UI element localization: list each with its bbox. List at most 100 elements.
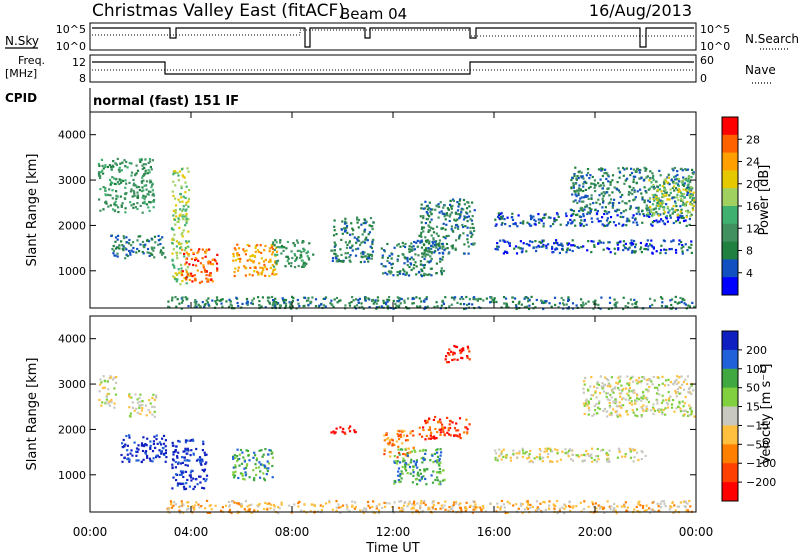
echo-cell (406, 260, 409, 263)
echo-cell (686, 191, 690, 194)
echo-cell (688, 499, 691, 503)
echo-cell (620, 392, 623, 395)
echo-cell (276, 253, 279, 256)
y-tick-label: 3000 (58, 174, 86, 187)
echo-cell (472, 508, 475, 511)
echo-cell (172, 453, 175, 456)
echo-cell (568, 449, 571, 452)
echo-cell (177, 217, 180, 220)
echo-cell (269, 260, 272, 263)
echo-cell (628, 388, 631, 391)
echo-cell (131, 401, 134, 404)
echo-cell (367, 297, 370, 300)
echo-cell (430, 218, 433, 221)
echo-cell (97, 162, 100, 166)
echo-cell (286, 240, 289, 244)
echo-cell (536, 506, 539, 509)
echo-cell (271, 464, 274, 468)
colorbar-segment (722, 349, 738, 370)
echo-cell (603, 224, 606, 228)
echo-cell (142, 252, 145, 255)
echo-cell (185, 241, 188, 244)
echo-cell (201, 460, 204, 463)
echo-cell (539, 218, 542, 221)
echo-cell (290, 250, 293, 253)
nsearch-tick-top: 10^5 (700, 23, 730, 36)
echo-cell (622, 166, 625, 170)
echo-cell (195, 300, 198, 303)
echo-cell (343, 230, 347, 233)
echo-cell (449, 199, 452, 202)
echo-cell (187, 507, 190, 510)
echo-cell (515, 503, 518, 506)
echo-cell (544, 508, 547, 511)
echo-cell (435, 225, 439, 228)
echo-cell (678, 402, 681, 405)
echo-cell (688, 186, 691, 189)
echo-cell (580, 176, 583, 179)
echo-cell (508, 244, 511, 247)
echo-cell (442, 427, 445, 430)
echo-cell (655, 196, 658, 199)
echo-cell (370, 254, 374, 257)
echo-cell (477, 306, 480, 309)
colorbar-segment (722, 425, 738, 445)
echo-cell (670, 303, 673, 307)
echo-cell (99, 176, 102, 180)
echo-cell (209, 504, 212, 507)
echo-cell (433, 243, 436, 247)
echo-cell (335, 296, 339, 300)
echo-cell (181, 502, 184, 505)
echo-cell (185, 261, 188, 264)
echo-cell (398, 430, 401, 433)
echo-cell (544, 213, 547, 216)
echo-cell (689, 190, 692, 193)
echo-cell (412, 267, 415, 270)
echo-cell (207, 262, 210, 265)
echo-cell (616, 414, 619, 417)
echo-cell (209, 274, 212, 277)
echo-cell (360, 223, 363, 226)
echo-cell (651, 245, 654, 248)
echo-cell (357, 299, 360, 302)
echo-cell (206, 301, 209, 304)
echo-cell (633, 198, 636, 201)
echo-cell (346, 243, 349, 246)
echo-cell (499, 453, 502, 456)
echo-cell (204, 251, 207, 254)
echo-cell (171, 487, 174, 490)
echo-cell (609, 183, 612, 186)
echo-cell (611, 202, 614, 205)
echo-cell (405, 454, 408, 457)
echo-cell (657, 505, 660, 508)
echo-cell (273, 248, 276, 251)
echo-cell (641, 221, 644, 224)
colorbar-segment (722, 277, 738, 296)
echo-cell (430, 474, 433, 477)
echo-cell (473, 229, 476, 232)
echo-cell (445, 242, 449, 246)
echo-cell (684, 177, 688, 180)
echo-cell (398, 272, 402, 275)
echo-cell (201, 468, 204, 472)
echo-cell (306, 250, 309, 253)
echo-cell (409, 451, 412, 454)
echo-cell (645, 248, 648, 251)
echo-cell (579, 501, 582, 504)
echo-cell (363, 260, 366, 263)
echo-cell (186, 505, 190, 508)
echo-cell (622, 210, 625, 213)
echo-cell (182, 214, 185, 217)
echo-cell (324, 296, 328, 299)
echo-cell (617, 208, 621, 211)
echo-cell (654, 193, 657, 196)
echo-cell (142, 194, 145, 197)
echo-cell (174, 208, 177, 212)
echo-cell (432, 507, 435, 510)
echo-cell (237, 502, 240, 505)
echo-cell (688, 414, 691, 417)
echo-cell (554, 241, 558, 244)
echo-cell (424, 503, 427, 506)
echo-cell (651, 176, 655, 179)
echo-cell (441, 423, 444, 426)
